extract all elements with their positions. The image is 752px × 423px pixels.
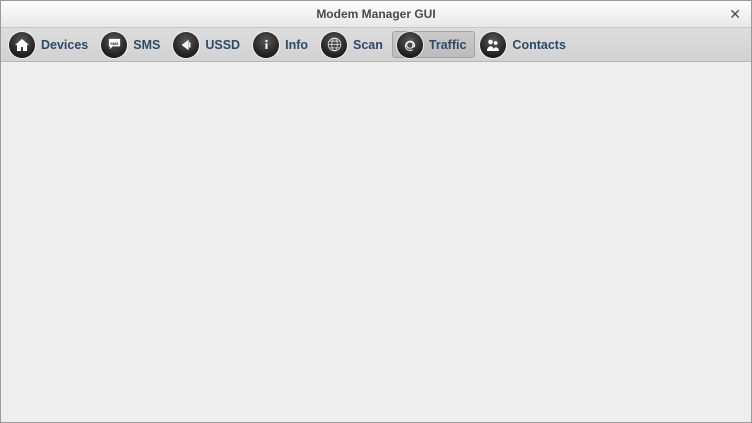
svg-text:SMS: SMS [110,42,119,46]
